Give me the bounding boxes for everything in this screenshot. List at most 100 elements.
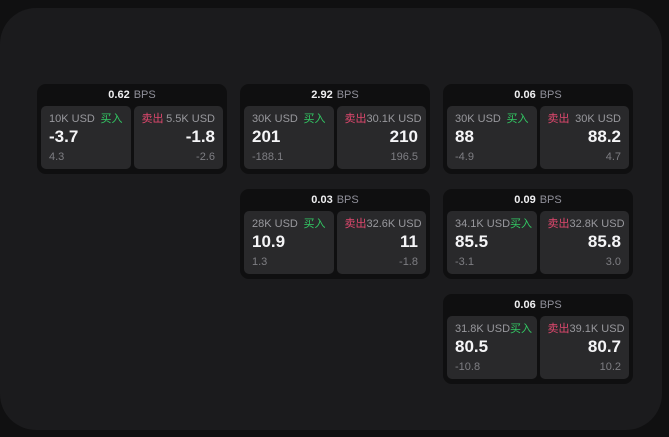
sell-price: 80.7	[587, 337, 621, 357]
bps-value: 2.92	[311, 88, 333, 101]
sell-price: 88.2	[587, 127, 621, 147]
buy-price: 88	[455, 127, 474, 147]
sell-panel[interactable]: 卖出 30.1K USD 210 196.5	[336, 106, 426, 169]
sell-price: 210	[389, 127, 418, 147]
quote-card: 0.06 BPS 30K USD 买入 88 -4.9 卖出 30K USD 8…	[443, 84, 633, 174]
bps-unit-label: BPS	[336, 193, 359, 206]
buy-price: 10.9	[252, 232, 286, 252]
buy-size-label: 30K USD	[455, 113, 501, 125]
sell-panel[interactable]: 卖出 30K USD 88.2 4.7	[539, 106, 629, 169]
sell-panel-top: 卖出 30K USD	[548, 113, 622, 125]
buy-price: -3.7	[49, 127, 79, 147]
bps-unit-label: BPS	[539, 298, 562, 311]
card-body: 30K USD 买入 201 -188.1 卖出 30.1K USD 210 1…	[240, 106, 430, 174]
buy-size-label: 31.8K USD	[455, 323, 511, 335]
buy-panel[interactable]: 30K USD 买入 201 -188.1	[244, 106, 334, 169]
buy-panel-top: 30K USD 买入	[252, 113, 326, 125]
buy-panel-top: 10K USD 买入	[49, 113, 123, 125]
card-body: 28K USD 买入 10.9 1.3 卖出 32.6K USD 11 -1.8	[240, 211, 430, 279]
sell-side-tag: 卖出	[141, 113, 164, 125]
sell-side-tag: 卖出	[547, 218, 570, 230]
buy-delta: 4.3	[49, 150, 65, 163]
sell-panel[interactable]: 卖出 32.8K USD 85.8 3.0	[539, 211, 629, 274]
quote-card: 0.62 BPS 10K USD 买入 -3.7 4.3 卖出 5.5K USD…	[37, 84, 227, 174]
buy-size-label: 28K USD	[252, 218, 298, 230]
sell-price: 85.8	[587, 232, 621, 252]
buy-panel[interactable]: 28K USD 买入 10.9 1.3	[244, 211, 334, 274]
buy-size-label: 10K USD	[49, 113, 95, 125]
buy-delta: 1.3	[252, 255, 268, 268]
sell-delta: -2.6	[196, 150, 215, 163]
sell-delta: 3.0	[605, 255, 621, 268]
buy-side-tag: 买入	[100, 113, 123, 125]
card-body: 10K USD 买入 -3.7 4.3 卖出 5.5K USD -1.8 -2.…	[37, 106, 227, 174]
sell-size-label: 30K USD	[575, 113, 621, 125]
sell-side-tag: 卖出	[547, 323, 570, 335]
sell-price: -1.8	[185, 127, 215, 147]
buy-panel-top: 28K USD 买入	[252, 218, 326, 230]
buy-panel-top: 30K USD 买入	[455, 113, 529, 125]
card-header: 2.92 BPS	[240, 84, 430, 106]
bps-unit-label: BPS	[539, 193, 562, 206]
sell-side-tag: 卖出	[547, 113, 570, 125]
sell-panel-top: 卖出 32.8K USD	[547, 218, 625, 230]
buy-side-tag: 买入	[303, 113, 326, 125]
sell-panel[interactable]: 卖出 5.5K USD -1.8 -2.6	[133, 106, 223, 169]
card-body: 30K USD 买入 88 -4.9 卖出 30K USD 88.2 4.7	[443, 106, 633, 174]
sell-price: 11	[400, 232, 418, 252]
bps-unit-label: BPS	[133, 88, 156, 101]
sell-panel-top: 卖出 30.1K USD	[344, 113, 422, 125]
buy-panel-top: 31.8K USD 买入	[455, 323, 533, 335]
buy-price: 80.5	[455, 337, 489, 357]
sell-delta: -1.8	[399, 255, 418, 268]
buy-panel[interactable]: 31.8K USD 买入 80.5 -10.8	[447, 316, 537, 379]
card-header: 0.09 BPS	[443, 189, 633, 211]
quote-card: 0.09 BPS 34.1K USD 买入 85.5 -3.1 卖出 32.8K…	[443, 189, 633, 279]
card-header: 0.03 BPS	[240, 189, 430, 211]
buy-side-tag: 买入	[303, 218, 326, 230]
buy-panel[interactable]: 34.1K USD 买入 85.5 -3.1	[447, 211, 537, 274]
card-body: 34.1K USD 买入 85.5 -3.1 卖出 32.8K USD 85.8…	[443, 211, 633, 279]
buy-size-label: 34.1K USD	[455, 218, 511, 230]
buy-side-tag: 买入	[510, 323, 533, 335]
bps-value: 0.62	[108, 88, 130, 101]
buy-panel[interactable]: 30K USD 买入 88 -4.9	[447, 106, 537, 169]
sell-panel[interactable]: 卖出 39.1K USD 80.7 10.2	[539, 316, 629, 379]
buy-size-label: 30K USD	[252, 113, 298, 125]
card-header: 0.06 BPS	[443, 294, 633, 316]
buy-side-tag: 买入	[506, 113, 529, 125]
buy-price: 201	[252, 127, 281, 147]
sell-size-label: 30.1K USD	[366, 113, 422, 125]
card-header: 0.62 BPS	[37, 84, 227, 106]
buy-price: 85.5	[455, 232, 489, 252]
sell-delta: 196.5	[390, 150, 418, 163]
buy-panel-top: 34.1K USD 买入	[455, 218, 533, 230]
buy-delta: -188.1	[252, 150, 284, 163]
bps-unit-label: BPS	[336, 88, 359, 101]
quote-card: 0.06 BPS 31.8K USD 买入 80.5 -10.8 卖出 39.1…	[443, 294, 633, 384]
sell-side-tag: 卖出	[344, 218, 367, 230]
card-header: 0.06 BPS	[443, 84, 633, 106]
sell-size-label: 5.5K USD	[166, 113, 215, 125]
sell-delta: 10.2	[599, 360, 621, 373]
sell-side-tag: 卖出	[344, 113, 367, 125]
buy-delta: -10.8	[455, 360, 481, 373]
buy-side-tag: 买入	[510, 218, 533, 230]
sell-size-label: 39.1K USD	[569, 323, 625, 335]
bps-unit-label: BPS	[539, 88, 562, 101]
bps-value: 0.06	[514, 88, 536, 101]
sell-panel[interactable]: 卖出 32.6K USD 11 -1.8	[336, 211, 426, 274]
buy-delta: -4.9	[455, 150, 474, 163]
sell-size-label: 32.8K USD	[569, 218, 625, 230]
bps-value: 0.06	[514, 298, 536, 311]
buy-delta: -3.1	[455, 255, 474, 268]
buy-panel[interactable]: 10K USD 买入 -3.7 4.3	[41, 106, 131, 169]
quote-card: 0.03 BPS 28K USD 买入 10.9 1.3 卖出 32.6K US…	[240, 189, 430, 279]
quote-card: 2.92 BPS 30K USD 买入 201 -188.1 卖出 30.1K …	[240, 84, 430, 174]
sell-panel-top: 卖出 5.5K USD	[142, 113, 216, 125]
sell-panel-top: 卖出 39.1K USD	[547, 323, 625, 335]
bps-value: 0.09	[514, 193, 536, 206]
sell-size-label: 32.6K USD	[366, 218, 422, 230]
bps-value: 0.03	[311, 193, 333, 206]
